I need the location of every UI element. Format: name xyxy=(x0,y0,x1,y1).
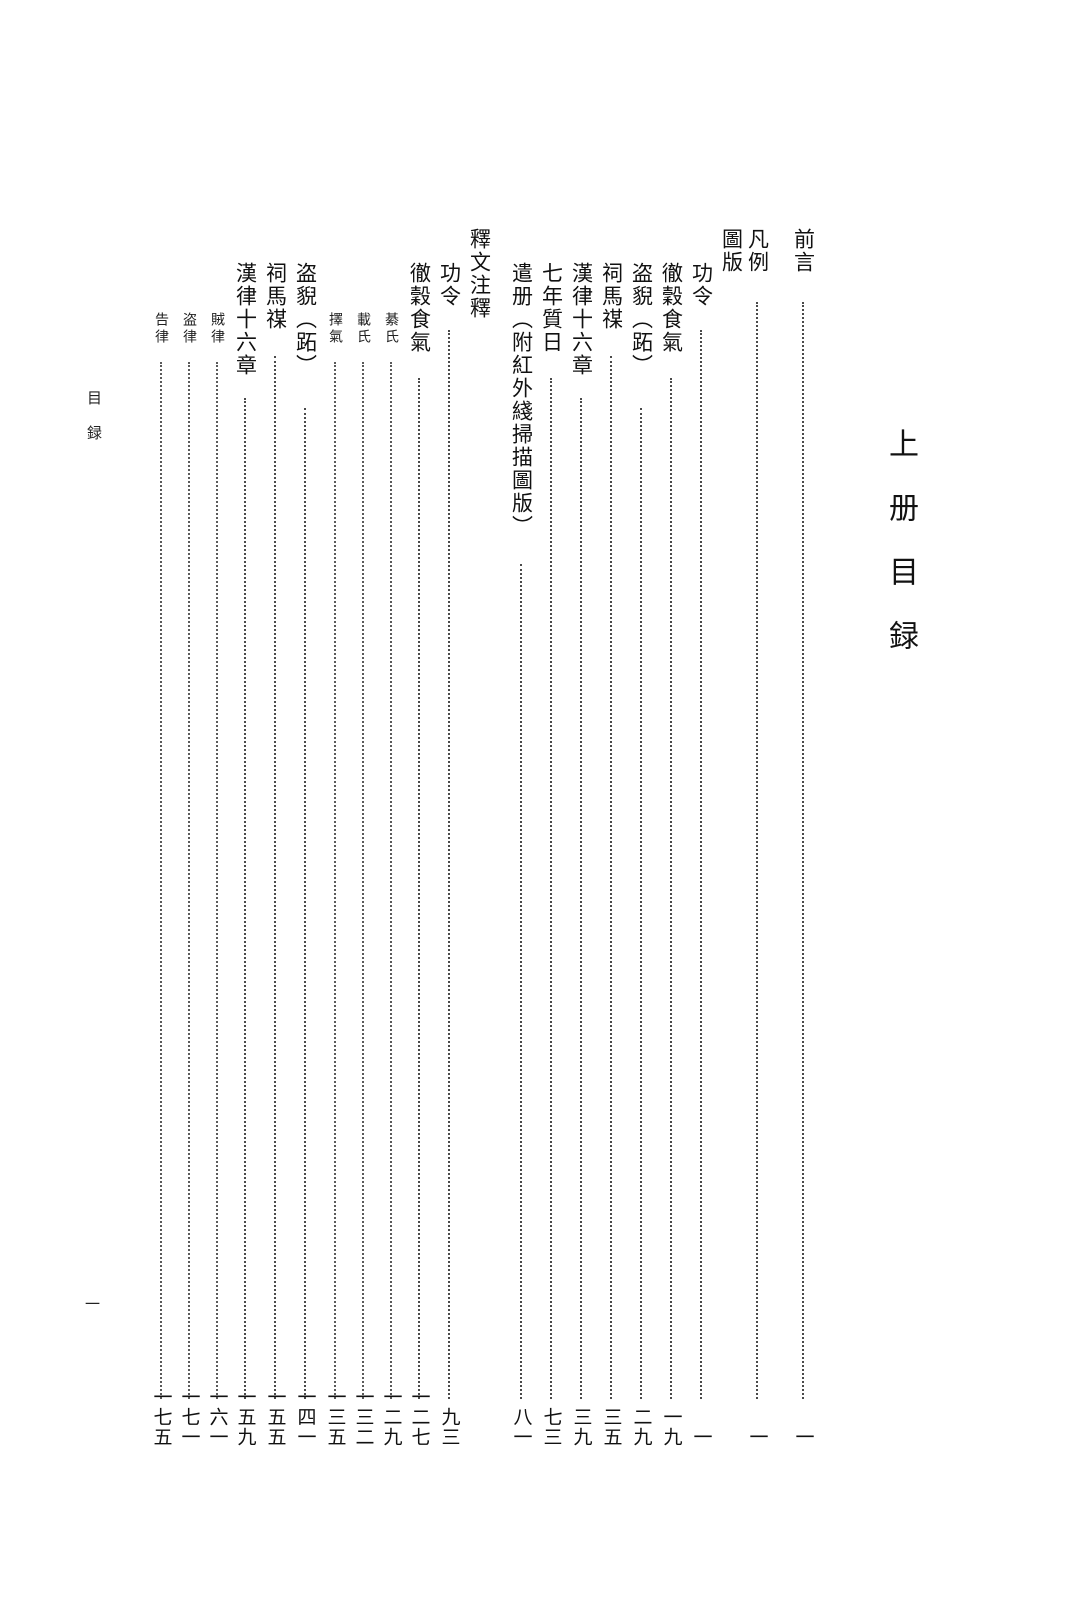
toc-page-number: 一 xyxy=(746,1427,769,1447)
dot-leader xyxy=(610,356,612,1399)
dot-leader xyxy=(362,362,364,1399)
toc-entry-qianyan[interactable]: 前言一 xyxy=(786,0,820,1599)
toc-entry-tuban-simamei[interactable]: 祠馬禖 三五 xyxy=(594,0,628,1599)
toc-page-number: 一六一 xyxy=(206,1387,229,1447)
dot-leader xyxy=(418,378,420,1399)
toc-entry-tuban-gongling[interactable]: 功令一 xyxy=(684,0,718,1599)
dot-leader xyxy=(160,362,162,1399)
toc-entry-label: 功令 xyxy=(437,262,462,308)
dot-leader xyxy=(334,362,336,1399)
toc-entry-label: 賊律 xyxy=(209,312,225,346)
toc-entry-label: 盗貎（跖） xyxy=(293,262,318,377)
dot-leader xyxy=(188,362,190,1399)
toc-entry-label: 徹穀食氣 xyxy=(659,262,684,354)
toc-entry-shiwen-simamei[interactable]: 祠馬禖 一五五 xyxy=(258,0,292,1599)
toc-page-number: 一三二 xyxy=(352,1387,375,1447)
toc-subentry-zaishi[interactable]: 載氏 一三二 xyxy=(346,0,380,1599)
toc-entry-label: 祠馬禖 xyxy=(263,262,288,331)
toc-subentry-daolv[interactable]: 盗律 一七一 xyxy=(172,0,206,1599)
toc-entry-label: 祠馬禖 xyxy=(599,262,624,331)
toc-entry-tuban-hanlv16[interactable]: 漢律十六章 三九 xyxy=(564,0,598,1599)
toc-entry-label: 漢律十六章 xyxy=(569,262,594,377)
dot-leader xyxy=(520,564,522,1399)
toc-entry-shiwen-gongling[interactable]: 功令 九三 xyxy=(432,0,466,1599)
toc-page-number: 一三五 xyxy=(324,1387,347,1447)
toc-subentry-zeilv[interactable]: 賊律 一六一 xyxy=(200,0,234,1599)
toc-page-number: 一四一 xyxy=(294,1387,317,1447)
dot-leader xyxy=(756,302,758,1399)
dot-leader xyxy=(550,378,552,1399)
toc-page-number: 一七五 xyxy=(150,1387,173,1447)
toc-entry-label: 盗律 xyxy=(181,312,197,346)
toc-entry-label: 綦氏 xyxy=(383,312,399,346)
toc-page-number: 一二九 xyxy=(380,1387,403,1447)
toc-entry-shiwen-cheguishiqi[interactable]: 徹穀食氣 一二七 xyxy=(402,0,436,1599)
toc-entry-label: 遣册（附紅外綫掃描圖版） xyxy=(509,262,534,538)
toc-entry-label: 載氏 xyxy=(355,312,371,346)
toc-page-number: 一五九 xyxy=(234,1387,257,1447)
dot-leader xyxy=(640,408,642,1399)
toc-entry-label: 前言 xyxy=(791,228,816,274)
toc-entry-label: 徹穀食氣 xyxy=(407,262,432,354)
dot-leader xyxy=(700,330,702,1399)
folio-number: 一 xyxy=(83,1296,101,1311)
toc-page-number: 一二七 xyxy=(408,1387,431,1447)
toc-page-number: 三九 xyxy=(570,1407,593,1447)
dot-leader xyxy=(274,356,276,1399)
toc-page-number: 一 xyxy=(792,1427,815,1447)
dot-leader xyxy=(216,362,218,1399)
toc-entry-label: 釋文注釋 xyxy=(467,228,492,320)
dot-leader xyxy=(244,398,246,1399)
toc-entry-label: 七年質日 xyxy=(539,262,564,354)
toc-entry-shiwen-hanlv16[interactable]: 漢律十六章 一五九 xyxy=(228,0,262,1599)
toc-entry-label: 盗貎（跖） xyxy=(629,262,654,377)
toc-entry-tuban-qiance[interactable]: 遣册（附紅外綫掃描圖版） 八一 xyxy=(504,0,538,1599)
toc-page-number: 三五 xyxy=(600,1407,623,1447)
toc-page-number: 一 xyxy=(690,1427,713,1447)
toc-page-number: 二九 xyxy=(630,1407,653,1447)
toc-entry-label: 凡例 xyxy=(745,228,770,274)
toc-entry-label: 告律 xyxy=(153,312,169,346)
toc-page-number: 七三 xyxy=(540,1407,563,1447)
toc-page-number: 一七一 xyxy=(178,1387,201,1447)
dot-leader xyxy=(304,408,306,1399)
dot-leader xyxy=(670,378,672,1399)
toc-section-tuban[interactable]: 圖版 xyxy=(714,0,748,1599)
dot-leader xyxy=(390,362,392,1399)
toc-subentry-gaolv[interactable]: 告律 一七五 xyxy=(144,0,178,1599)
toc-subentry-qishi[interactable]: 綦氏 一二九 xyxy=(374,0,408,1599)
toc-subentry-zeqi[interactable]: 擇氣 一三五 xyxy=(318,0,352,1599)
toc-page-number: 八一 xyxy=(510,1407,533,1447)
toc-entry-tuban-qinianzhiri[interactable]: 七年質日 七三 xyxy=(534,0,568,1599)
toc-entry-tuban-daomao[interactable]: 盗貎（跖） 二九 xyxy=(624,0,658,1599)
toc-page-number: 一九 xyxy=(660,1407,683,1447)
toc-page-number: 九三 xyxy=(438,1407,461,1447)
dot-leader xyxy=(580,398,582,1399)
toc-entry-label: 圖版 xyxy=(719,228,744,274)
toc-entry-label: 漢律十六章 xyxy=(233,262,258,377)
toc-section-shiwenzhushi[interactable]: 釋文注釋 xyxy=(462,0,496,1599)
toc-entry-label: 擇氣 xyxy=(327,312,343,346)
dot-leader xyxy=(448,330,450,1399)
toc-entry-label: 功令 xyxy=(689,262,714,308)
running-header: 目録 xyxy=(85,390,103,460)
dot-leader xyxy=(802,302,804,1399)
page-title: 上册目録 xyxy=(883,428,918,684)
toc-entry-tuban-cheguishiqi[interactable]: 徹穀食氣 一九 xyxy=(654,0,688,1599)
toc-entry-fanli[interactable]: 凡例一 xyxy=(740,0,774,1599)
toc-page-number: 一五五 xyxy=(264,1387,287,1447)
toc-entry-shiwen-daomao[interactable]: 盗貎（跖） 一四一 xyxy=(288,0,322,1599)
